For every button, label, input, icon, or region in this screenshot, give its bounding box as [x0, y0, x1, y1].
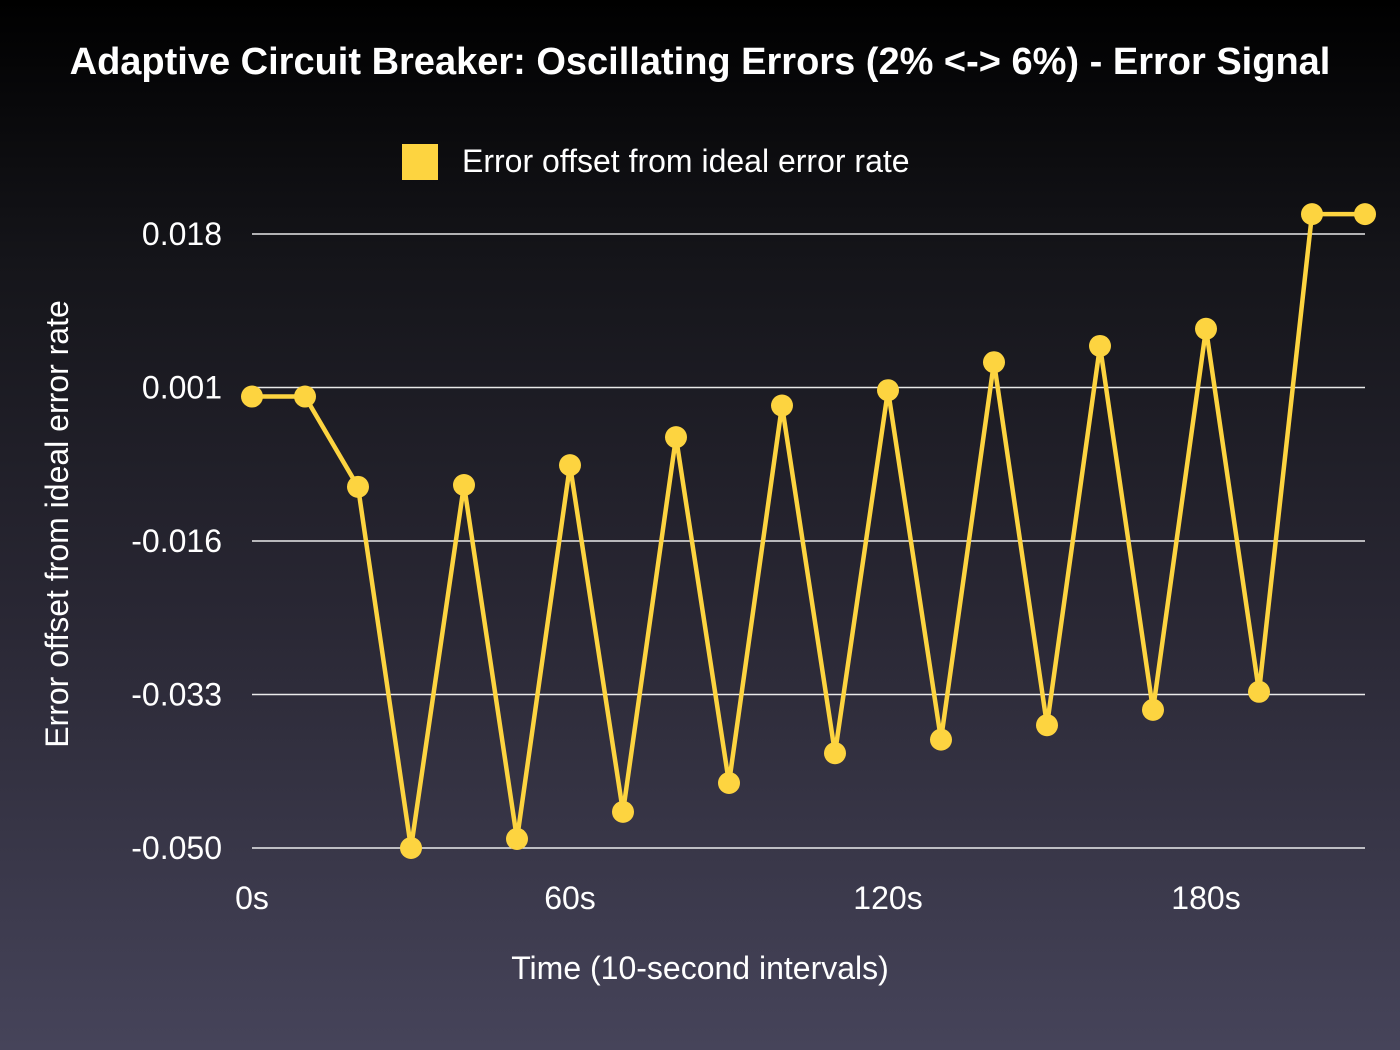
y-tick-label: 0.018: [142, 216, 222, 252]
y-tick-label: -0.050: [131, 830, 222, 866]
y-axis-ticks: 0.018 0.001 -0.016 -0.033 -0.050: [131, 216, 222, 866]
x-axis-label: Time (10-second intervals): [511, 950, 889, 986]
data-point: [1354, 203, 1376, 226]
data-point: [400, 837, 422, 859]
series-line: [249, 211, 1368, 849]
x-tick-label: 60s: [544, 880, 596, 916]
y-axis-label: Error offset from ideal error rate: [39, 300, 75, 748]
data-point: [1036, 714, 1058, 737]
x-tick-label: 0s: [235, 880, 269, 916]
chart-title: Adaptive Circuit Breaker: Oscillating Er…: [70, 41, 1331, 83]
data-point: [824, 742, 846, 765]
data-point: [1089, 334, 1111, 357]
x-tick-label: 120s: [853, 880, 922, 916]
y-tick-label: 0.001: [142, 370, 222, 406]
grid: [252, 233, 1365, 849]
legend: Error offset from ideal error rate: [402, 143, 910, 180]
data-point: [771, 394, 793, 417]
data-point: [930, 728, 952, 751]
x-axis-ticks: 0s 60s 120s 180s: [235, 880, 1241, 916]
data-point: [718, 771, 740, 794]
data-point: [347, 475, 369, 498]
data-point: [877, 379, 899, 402]
data-point: [559, 454, 581, 477]
data-point: [294, 385, 316, 408]
y-tick-label: -0.033: [131, 677, 222, 713]
legend-swatch: [402, 144, 438, 180]
data-point: [241, 385, 263, 408]
y-tick-label: -0.016: [131, 523, 222, 559]
data-point: [1195, 317, 1217, 340]
data-point: [1142, 698, 1164, 721]
data-point: [453, 474, 475, 497]
series-group: [241, 203, 1376, 859]
data-point: [1248, 680, 1270, 703]
legend-label: Error offset from ideal error rate: [462, 143, 910, 179]
data-point: [506, 827, 528, 850]
data-point: [665, 426, 687, 449]
x-tick-label: 180s: [1171, 880, 1240, 916]
data-point: [612, 800, 634, 823]
data-point: [1301, 203, 1323, 226]
data-point: [983, 351, 1005, 374]
